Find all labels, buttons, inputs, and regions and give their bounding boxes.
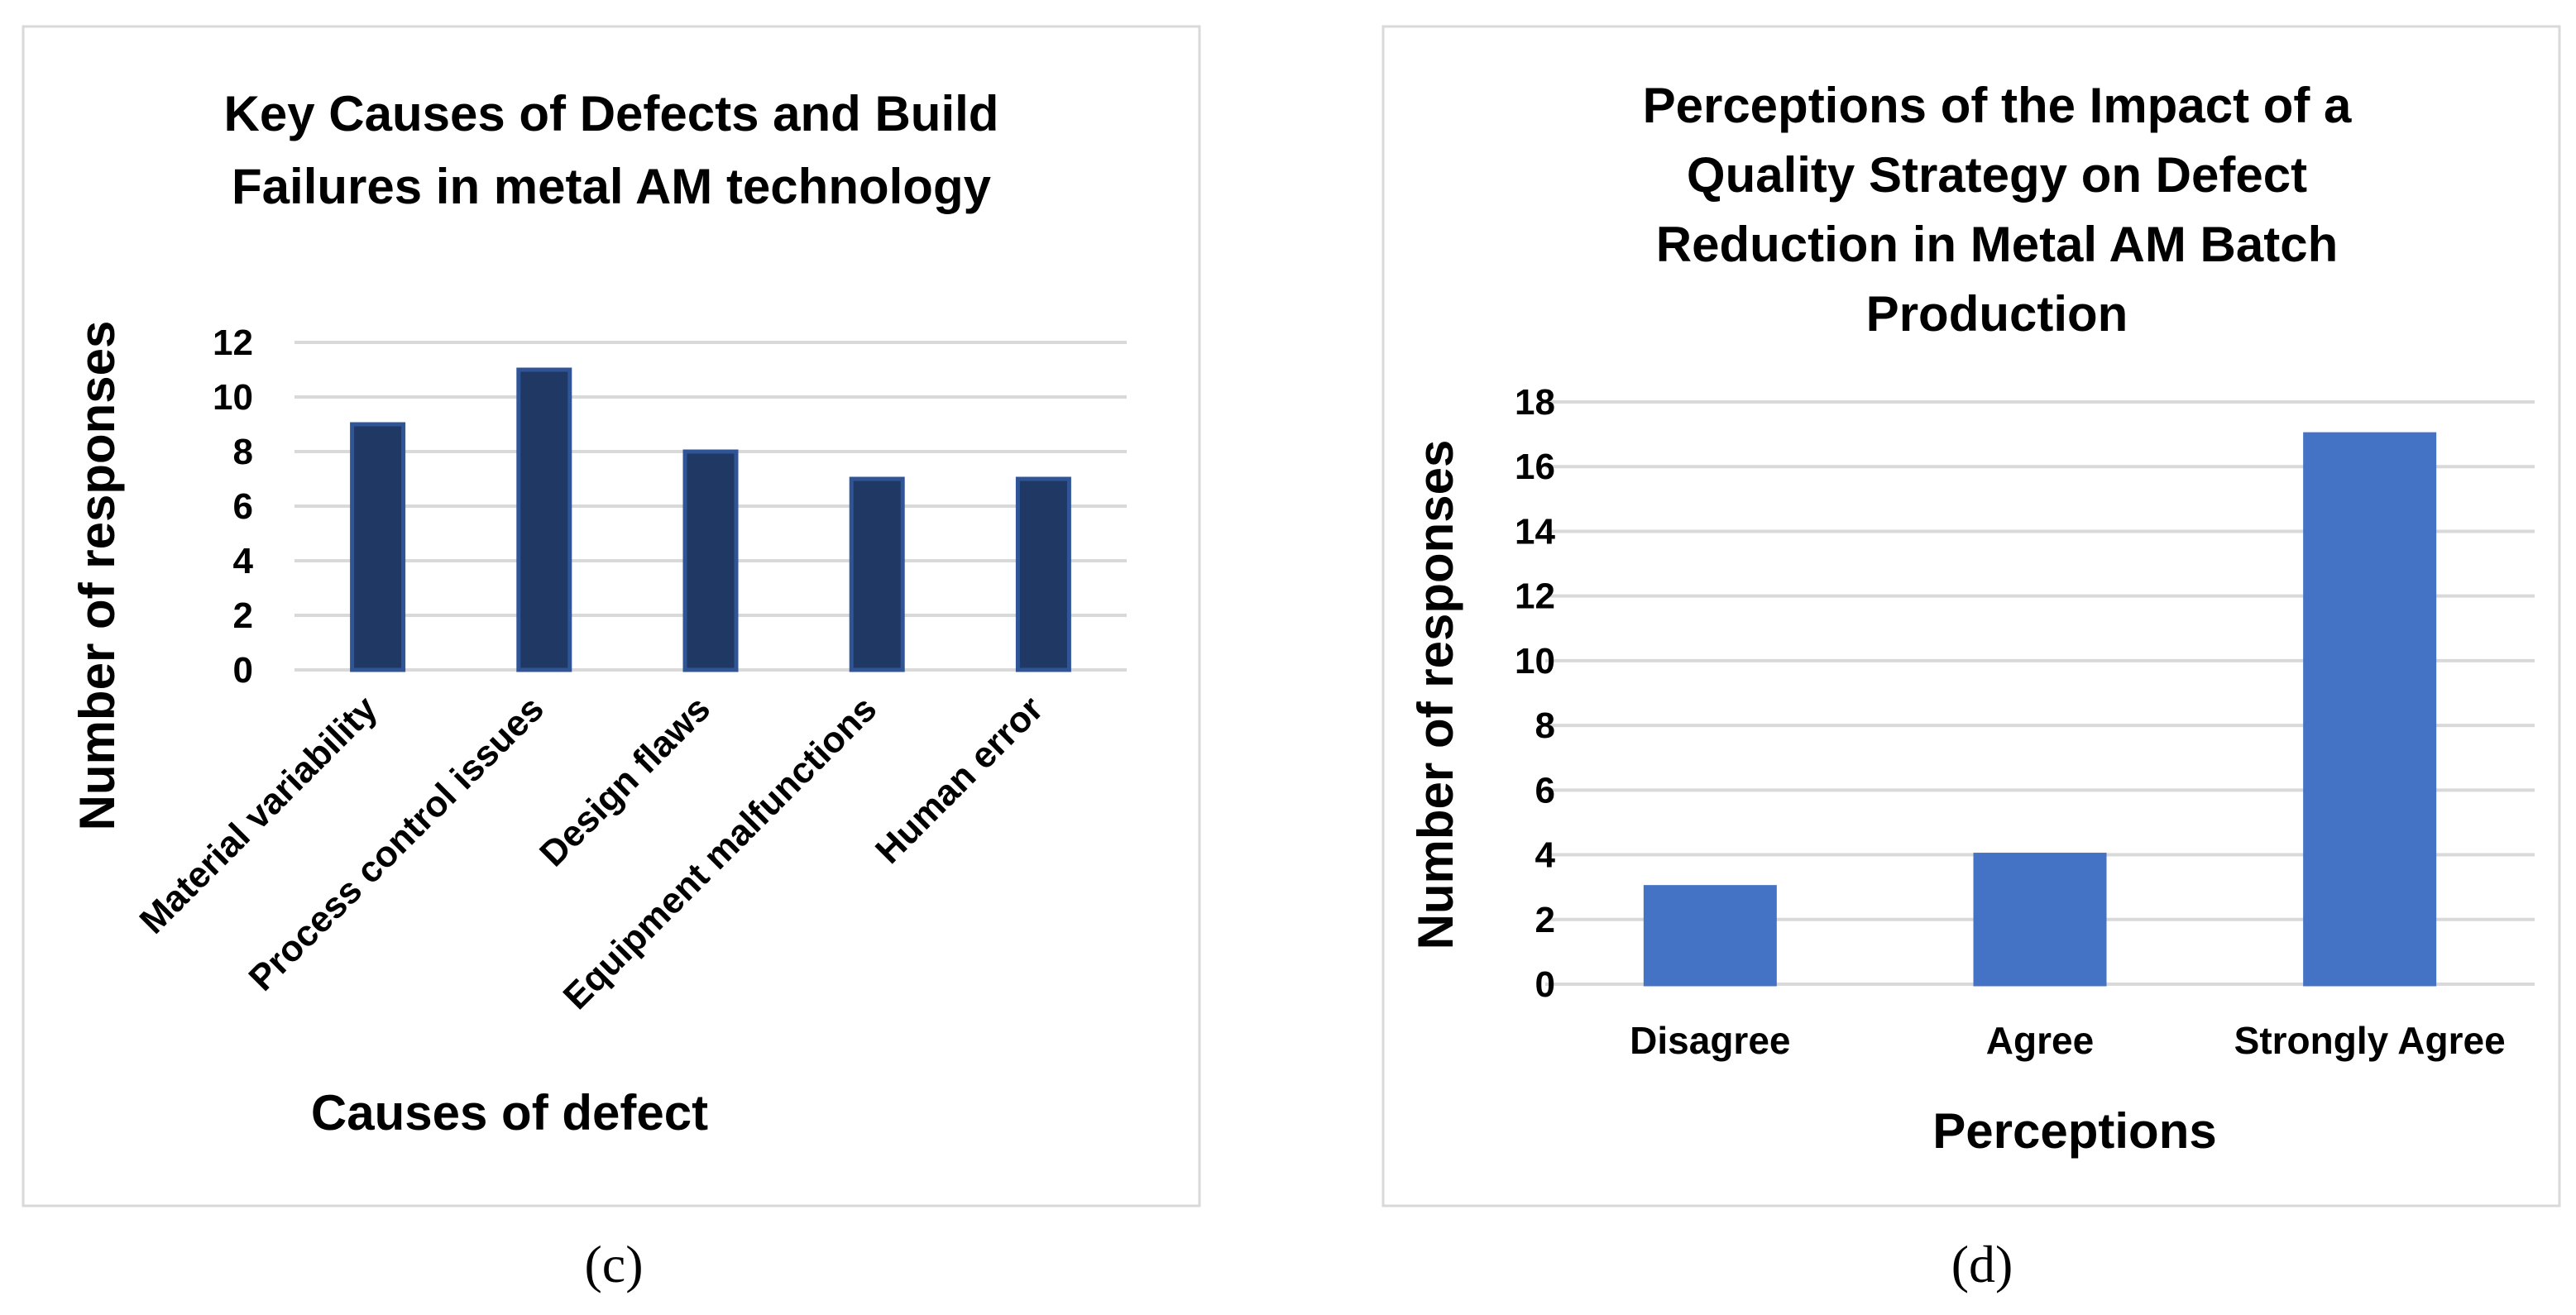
y-axis-title: Number of responses [1408, 440, 1463, 950]
x-category-label: Disagree [1630, 1019, 1790, 1062]
y-tick-label: 8 [1535, 705, 1555, 746]
chart-title-line: Key Causes of Defects and Build [224, 86, 999, 141]
bar [1015, 476, 1071, 672]
chart-title-line: Production [1866, 286, 2128, 342]
x-category-label: Agree [1986, 1019, 2094, 1062]
bar [516, 367, 572, 672]
y-tick-label: 4 [233, 541, 254, 581]
y-tick-label: 8 [233, 432, 253, 472]
panel-caption: (d) [1951, 1235, 2013, 1293]
y-tick-label: 10 [1515, 641, 1555, 681]
bar [2303, 432, 2437, 987]
y-tick-label: 12 [1515, 576, 1555, 617]
chart-title-line: Reduction in Metal AM Batch [1656, 217, 2338, 272]
bar [682, 449, 739, 672]
y-tick-label: 12 [213, 323, 253, 363]
bar [350, 422, 406, 672]
bar [849, 476, 905, 672]
y-tick-label: 2 [233, 595, 253, 636]
y-tick-label: 10 [213, 377, 253, 418]
y-tick-label: 14 [1515, 511, 1555, 552]
bar [1973, 853, 2107, 987]
y-tick-label: 6 [1535, 770, 1555, 811]
y-tick-label: 4 [1535, 835, 1556, 876]
panel-c: Key Causes of Defects and Build Failures … [22, 25, 1201, 1207]
x-category-label: Strongly Agree [2234, 1019, 2506, 1062]
x-axis-title: Causes of defect [311, 1085, 708, 1140]
y-tick-label: 6 [233, 486, 253, 527]
chart-title-line: Failures in metal AM technology [232, 159, 992, 214]
y-tick-label: 16 [1515, 447, 1555, 487]
chart-title-line: Quality Strategy on Defect [1687, 147, 2307, 203]
bar [1643, 885, 1777, 987]
chart-title-line: Perceptions of the Impact of a [1643, 78, 2352, 133]
y-tick-label: 2 [1535, 900, 1555, 940]
y-axis-title: Number of responses [69, 321, 125, 831]
panel-caption: (c) [584, 1235, 643, 1293]
y-tick-label: 0 [233, 650, 253, 691]
panel-d: Perceptions of the Impact of a Quality St… [1381, 25, 2561, 1207]
y-tick-label: 18 [1515, 382, 1555, 423]
y-tick-label: 0 [1535, 964, 1555, 1005]
x-axis-title: Perceptions [1932, 1103, 2216, 1159]
